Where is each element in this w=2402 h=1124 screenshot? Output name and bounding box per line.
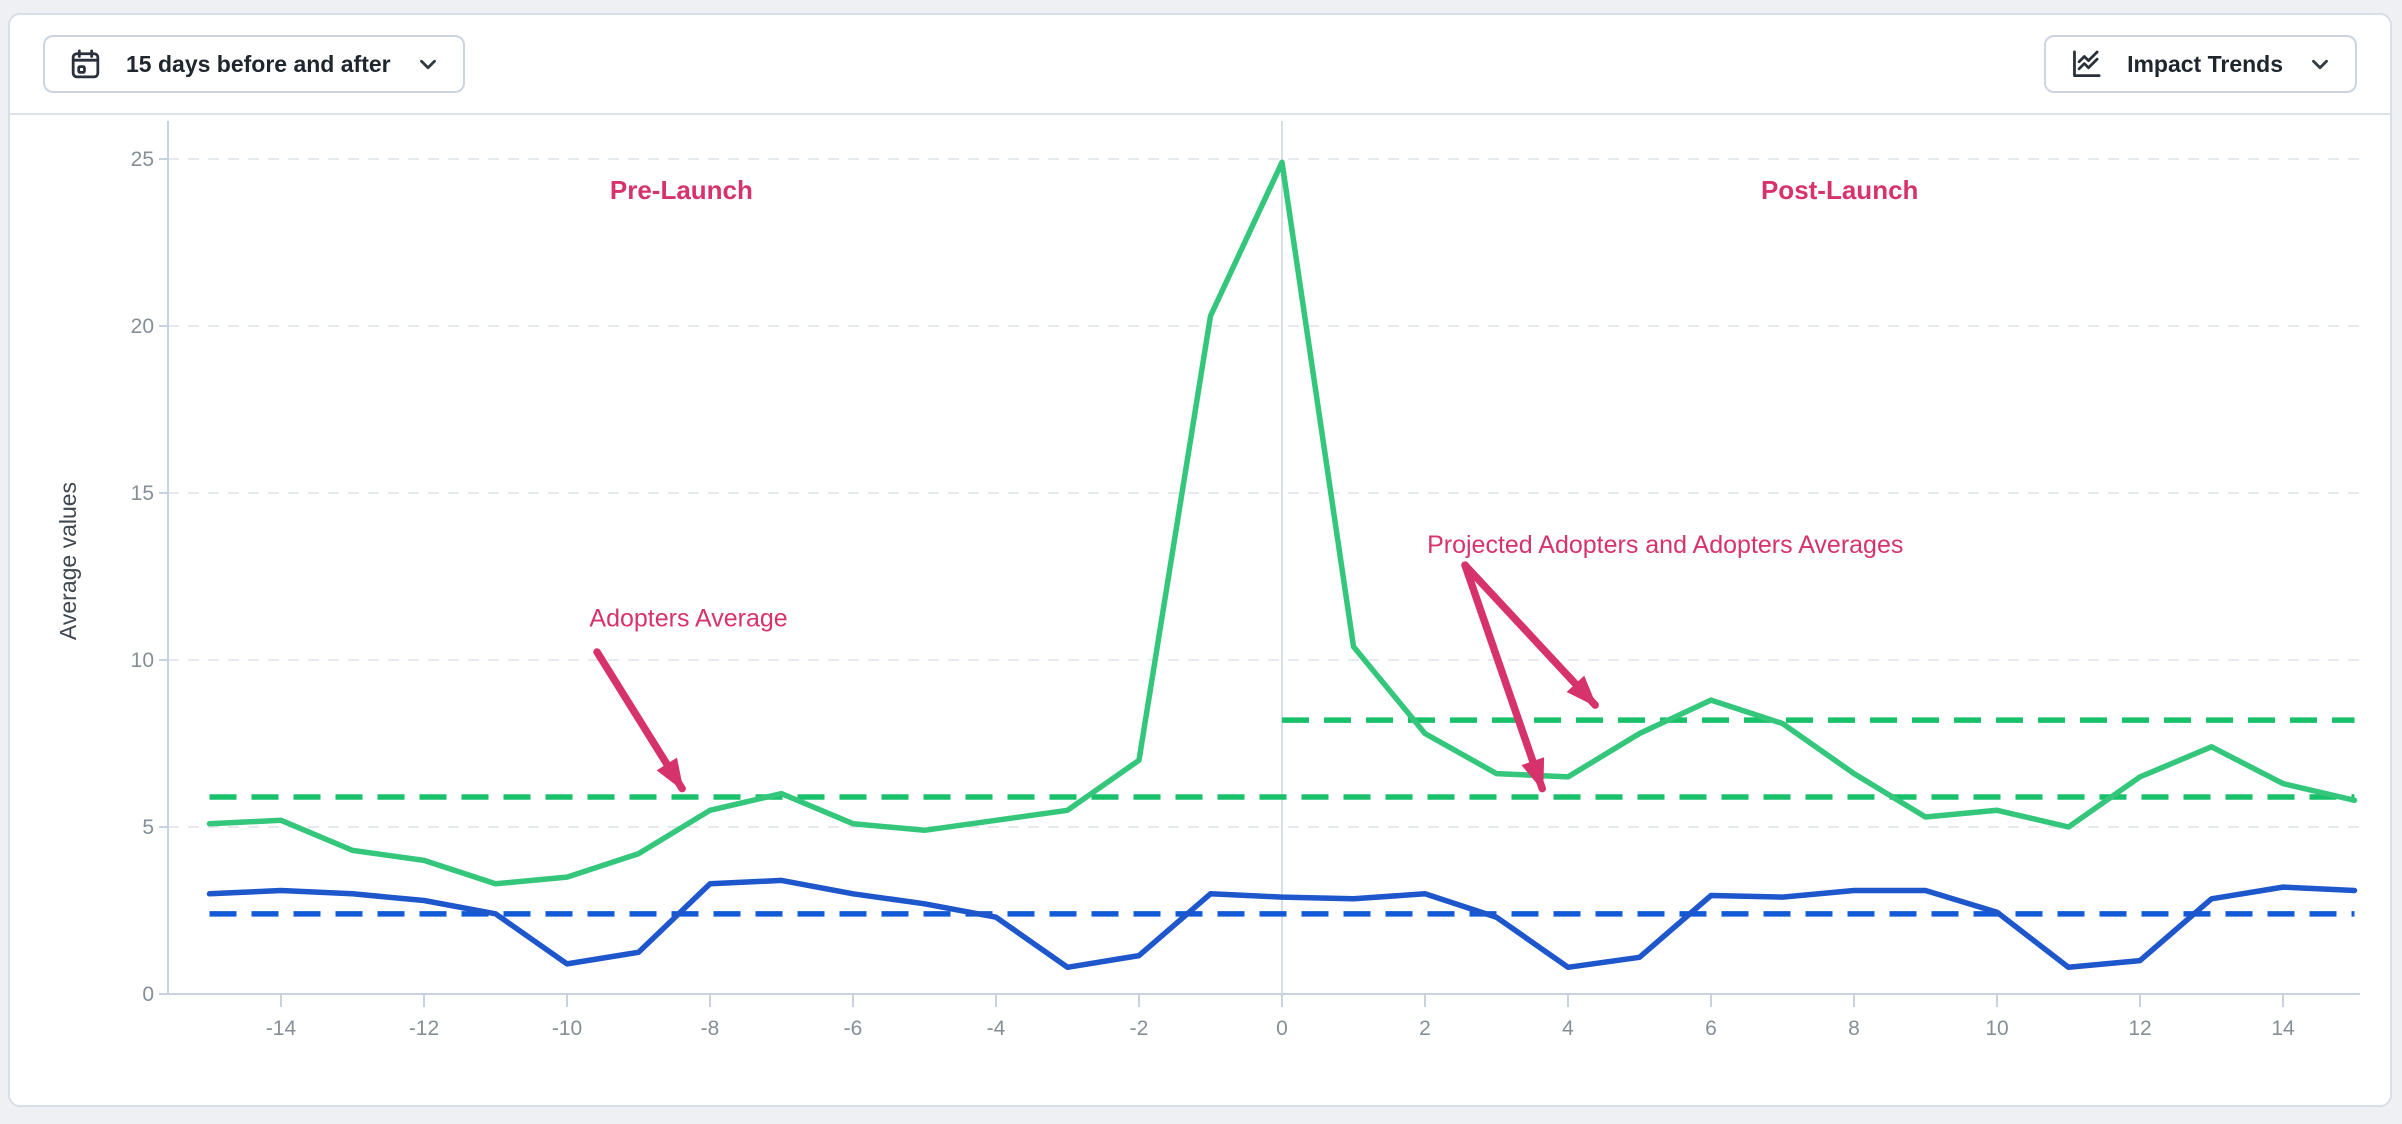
impact-trends-chart: 0 5 10 15 20 25 -14 -12 -10 -8 -6 -4 -2 0 2 4 6 8 10 12 14 Av…: [10, 115, 2390, 1103]
chart-svg: 0 5 10 15 20 25 -14 -12 -10 -8 -6 -4 -2 0 2 4 6 8 10 12 14 Av…: [55, 121, 2360, 1040]
y-tick-label-20: 20: [131, 315, 154, 338]
x-tick-label-4: 4: [1562, 1017, 1574, 1040]
projected-averages-label-arrow-1: [1461, 561, 1599, 709]
toolbar: 15 days before and after Impact Trends: [10, 15, 2390, 115]
x-tick-label--6: -6: [844, 1017, 863, 1040]
chevron-down-icon: [419, 59, 436, 70]
impact-trends-panel: 15 days before and after Impact Trends 0…: [8, 13, 2392, 1107]
x-tick-label--14: -14: [266, 1017, 297, 1040]
y-tick-label-5: 5: [142, 816, 154, 839]
x-tick-label--12: -12: [409, 1017, 439, 1040]
y-tick-label-25: 25: [131, 148, 154, 171]
x-tick-label-12: 12: [2128, 1017, 2151, 1040]
calendar-icon: [71, 49, 100, 78]
x-tick-label--2: -2: [1130, 1017, 1149, 1040]
projected-averages-label-arrow-2: [1461, 561, 1547, 793]
y-tick-label-15: 15: [131, 482, 154, 505]
impact-trends-label: Impact Trends: [2127, 50, 2283, 77]
x-tick-label--8: -8: [701, 1017, 720, 1040]
adopters-average-label-arrow-1: [593, 648, 686, 793]
x-tick-label--4: -4: [987, 1017, 1006, 1040]
date-range-label: 15 days before and after: [126, 50, 391, 77]
y-axis-title: Average values: [55, 482, 81, 640]
x-tick-label-6: 6: [1705, 1017, 1717, 1040]
x-tick-label-8: 8: [1848, 1017, 1860, 1040]
adopters-line: [206, 159, 2358, 887]
y-tick-label-10: 10: [131, 649, 154, 672]
projected-averages-label: Projected Adopters and Adopters Averages: [1427, 531, 1903, 559]
x-tick-label-0: 0: [1276, 1017, 1288, 1040]
x-tick-label-14: 14: [2271, 1017, 2295, 1040]
x-tick-label-2: 2: [1419, 1017, 1431, 1040]
x-tick-label--10: -10: [552, 1017, 582, 1040]
adopters-average-label: Adopters Average: [589, 605, 787, 633]
chevron-down-icon: [2312, 59, 2328, 70]
x-tick-label-10: 10: [1985, 1017, 2008, 1040]
date-range-button[interactable]: 15 days before and after: [43, 35, 465, 93]
impact-trends-button[interactable]: Impact Trends: [2044, 35, 2357, 93]
projected-adopters-line: [206, 877, 2358, 971]
y-tick-label-0: 0: [142, 983, 154, 1006]
post-launch-label: Post-Launch: [1761, 175, 1918, 205]
chart-line-icon: [2073, 49, 2101, 77]
pre-launch-label: Pre-Launch: [610, 175, 753, 205]
